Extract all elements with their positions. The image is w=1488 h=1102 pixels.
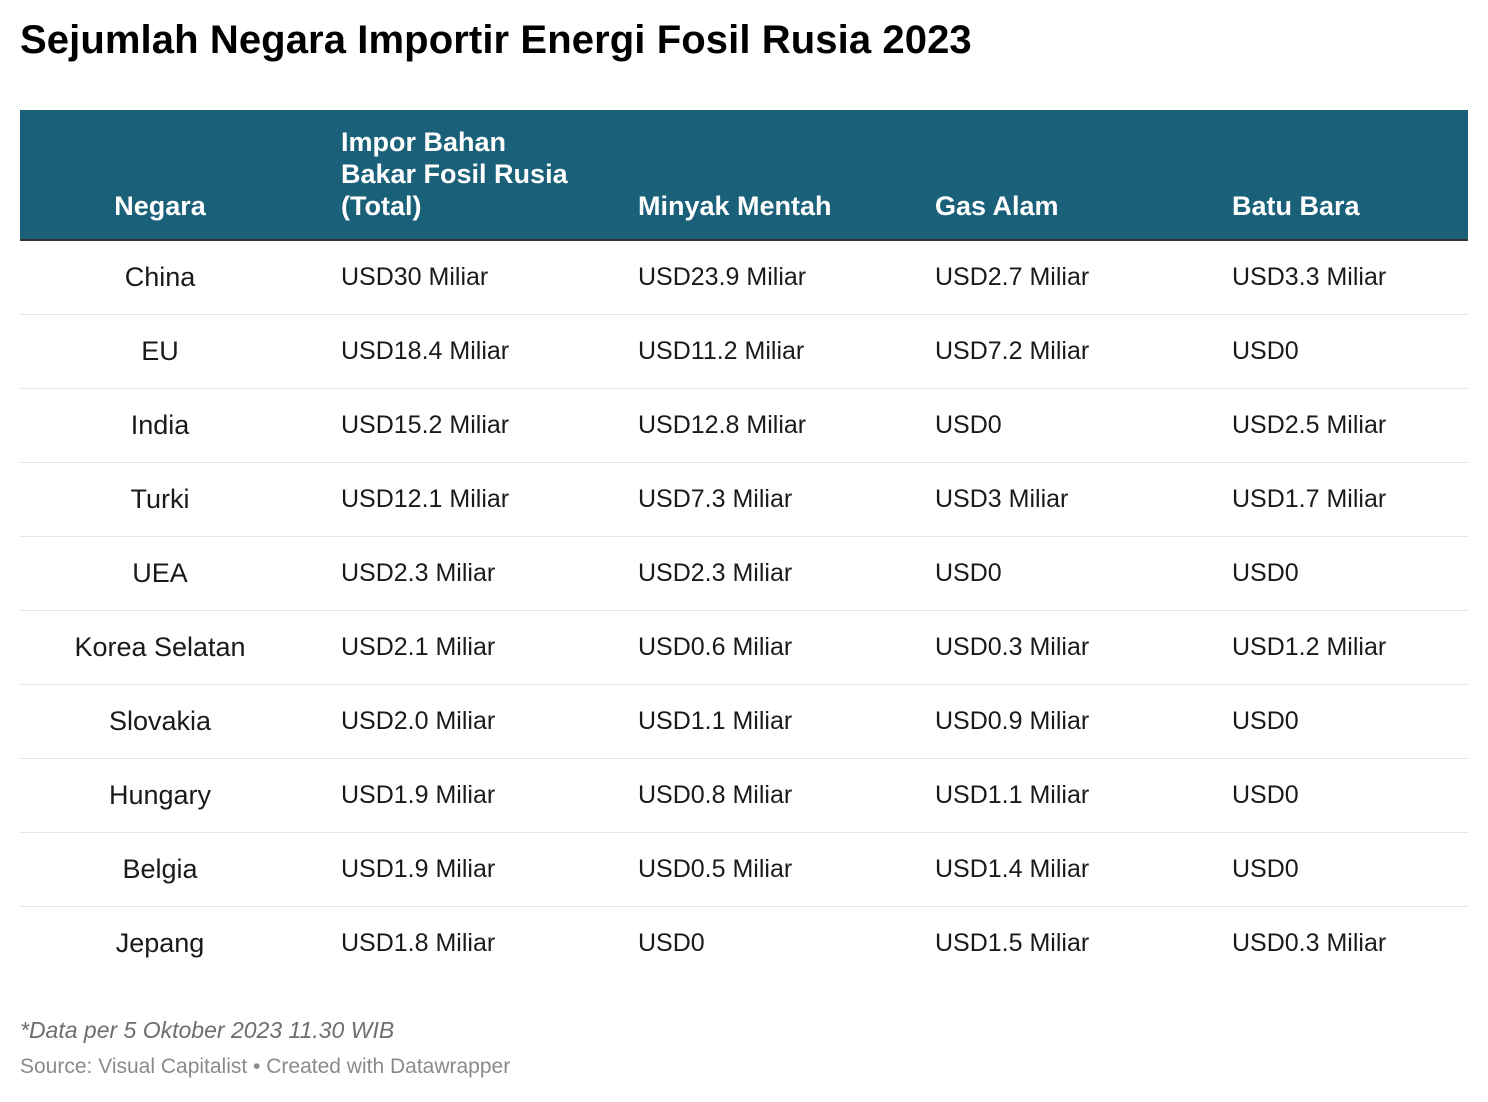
column-header-line: (Total) [341,191,422,221]
value-cell: USD1.9 Miliar [320,832,617,907]
value-cell: USD3 Miliar [914,462,1211,537]
value-cell: USD1.4 Miliar [914,832,1211,907]
value-cell: USD0.8 Miliar [617,758,914,833]
country-cell: Hungary [20,758,320,833]
table-row: EU USD18.4 Miliar USD11.2 Miliar USD7.2 Mil… [20,314,1468,389]
table-body: China USD30 Miliar USD23.9 Miliar USD2.7 Mi… [20,240,1468,980]
value-cell: USD0.3 Miliar [914,610,1211,685]
chart-title: Sejumlah Negara Importir Energi Fosil Ru… [20,18,972,62]
country-cell: EU [20,314,320,389]
value-cell: USD23.9 Miliar [617,240,914,315]
value-cell: USD2.0 Miliar [320,684,617,759]
value-cell: USD1.9 Miliar [320,758,617,833]
source-credit: Source: Visual Capitalist • Created with… [20,1055,511,1078]
country-cell: India [20,388,320,463]
country-cell: China [20,240,320,315]
country-cell: Belgia [20,832,320,907]
column-header-3: Gas Alam [914,110,1211,241]
column-header-line: Batu Bara [1232,191,1360,221]
value-cell: USD2.3 Miliar [320,536,617,611]
country-cell: Slovakia [20,684,320,759]
value-cell: USD0 [1211,536,1468,611]
column-header-line: Gas Alam [935,191,1059,221]
table-row: China USD30 Miliar USD23.9 Miliar USD2.7 Mi… [20,240,1468,315]
value-cell: USD2.3 Miliar [617,536,914,611]
value-cell: USD2.5 Miliar [1211,388,1468,463]
value-cell: USD0 [1211,832,1468,907]
table-row: Belgia USD1.9 Miliar USD0.5 Miliar USD1.4 M… [20,832,1468,907]
value-cell: USD7.3 Miliar [617,462,914,537]
table-row: Turki USD12.1 Miliar USD7.3 Miliar USD3 Mil… [20,462,1468,537]
country-cell: Jepang [115,927,205,958]
value-cell: USD0 [914,536,1211,611]
column-header-line: Bakar Fosil Rusia [341,159,568,189]
value-cell: USD1.7 Miliar [1211,462,1468,537]
country-cell: Turki [20,462,320,537]
value-cell: USD30 Miliar [320,240,617,315]
country-cell: Korea Selatan [20,610,320,685]
column-header-1: Impor Bahan Bakar Fosil Rusia (Total) [320,110,617,241]
value-cell: USD1.2 Miliar [1211,610,1468,685]
table-row: UEA USD2.3 Miliar USD2.3 Miliar USD0 USD0 [20,536,1468,611]
table-row: Slovakia USD2.0 Miliar USD1.1 Miliar USD0.9… [20,684,1468,759]
value-cell: USD1.1 Miliar [914,758,1211,833]
value-cell: USD0 [638,928,705,957]
value-cell: USD12.1 Miliar [320,462,617,537]
value-cell: USD0 [1211,684,1468,759]
value-cell: USD0 [1211,758,1468,833]
value-cell: USD7.2 Miliar [914,314,1211,389]
table-header: Negara Impor Bahan Bakar Fosil Rusia (Total… [20,110,1468,241]
value-cell: USD0 [1211,314,1468,389]
value-cell: USD1.1 Miliar [617,684,914,759]
country-cell: UEA [20,536,320,611]
column-header-line: Impor Bahan [341,127,507,157]
column-header-0: Negara [20,110,320,241]
footnote: *Data per 5 Oktober 2023 11.30 WIB [20,1017,395,1043]
table-header-row: Negara Impor Bahan Bakar Fosil Rusia (Total… [20,110,1468,241]
value-cell: USD11.2 Miliar [617,314,914,389]
column-header-line: Minyak Mentah [638,191,832,221]
value-cell: USD0.6 Miliar [617,610,914,685]
value-cell: USD18.4 Miliar [320,314,617,389]
column-header-line: Negara [114,191,206,221]
table-row: India USD15.2 Miliar USD12.8 Miliar USD0 USD… [20,388,1468,463]
value-cell: USD0.5 Miliar [617,832,914,907]
table-row: Korea Selatan USD2.1 Miliar USD0.6 Miliar U… [20,610,1468,685]
value-cell: USD2.7 Miliar [914,240,1211,315]
value-cell: USD15.2 Miliar [320,388,617,463]
value-cell: USD0.9 Miliar [914,684,1211,759]
value-cell: USD12.8 Miliar [617,388,914,463]
value-cell: USD2.1 Miliar [320,610,617,685]
column-header-4: Batu Bara [1211,110,1468,241]
value-cell: USD1.5 Miliar [935,928,1090,957]
data-table: Negara Impor Bahan Bakar Fosil Rusia (Total… [20,110,1468,980]
table-row: Hungary USD1.9 Miliar USD0.8 Miliar USD1.1 … [20,758,1468,833]
column-header-2: Minyak Mentah [617,110,914,241]
value-cell: USD1.8 Miliar [341,928,496,957]
value-cell: USD3.3 Miliar [1211,240,1468,315]
value-cell: USD0.3 Miliar [1232,928,1387,957]
value-cell: USD0 [914,388,1211,463]
table-row: Jepang USD1.8 Miliar USD0 USD1.5 Miliar USD0… [20,906,1468,980]
